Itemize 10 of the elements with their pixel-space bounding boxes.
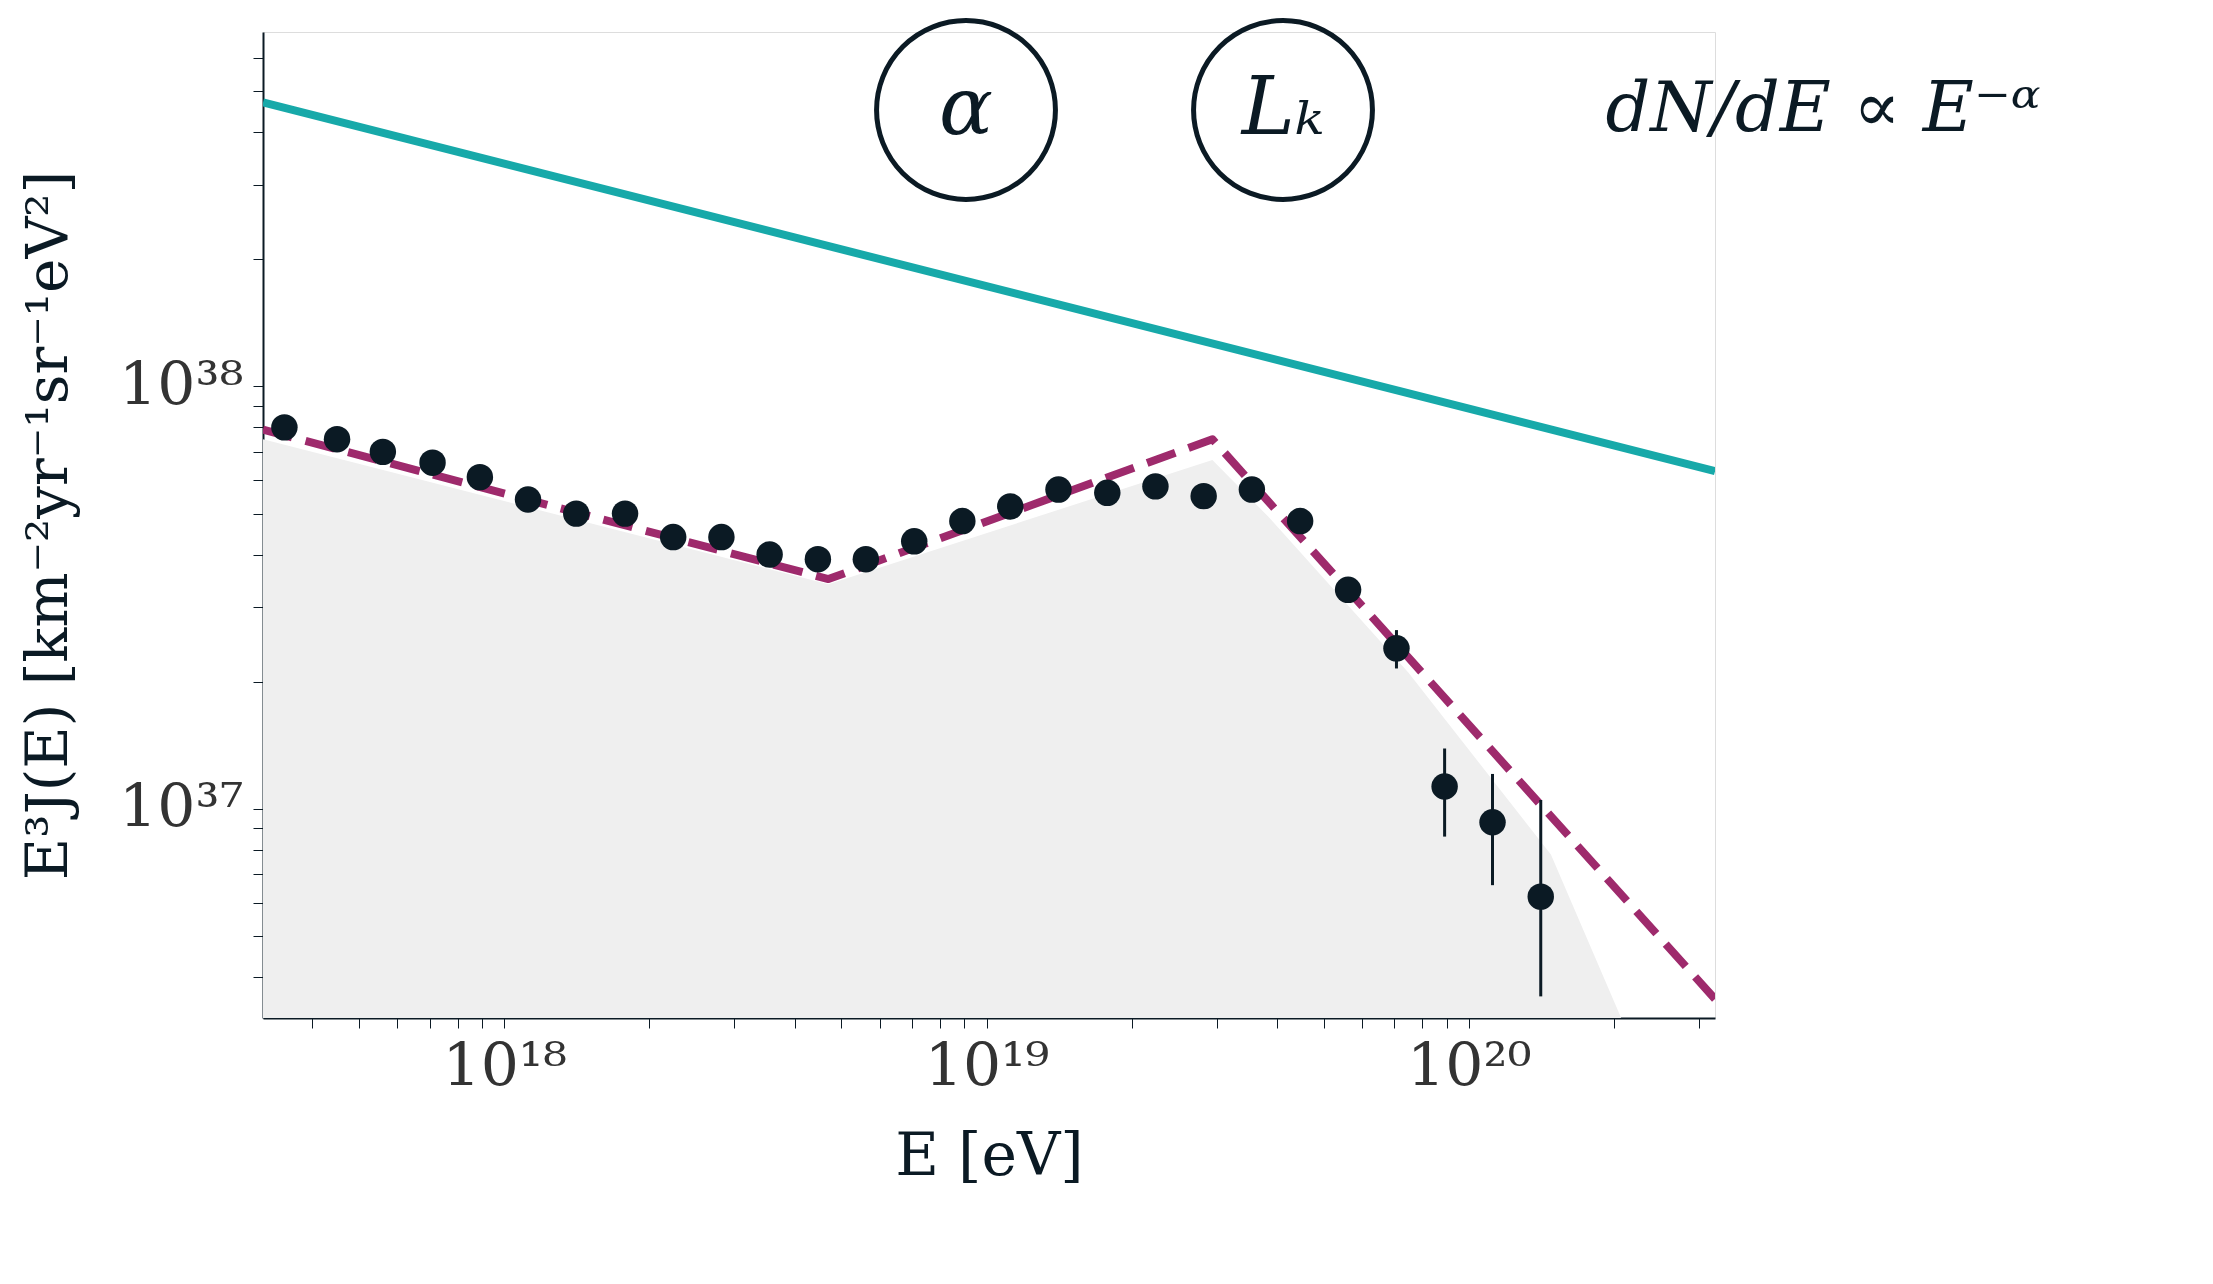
y-axis-title: E³J(E) [km⁻²yr⁻¹sr⁻¹eV²] bbox=[13, 170, 82, 881]
x-tick-label: 10¹⁹ bbox=[924, 1029, 1050, 1100]
x-axis-title: E [eV] bbox=[895, 1118, 1084, 1189]
annotation: dN/dE ∝ E⁻ᵅ bbox=[1605, 66, 2041, 148]
y-tick-label: 10³⁸ bbox=[119, 348, 244, 419]
annotation: Lₖ bbox=[1239, 60, 1325, 153]
y-tick-label: 10³⁷ bbox=[119, 771, 244, 842]
annotation: α bbox=[938, 60, 994, 153]
x-tick-label: 10²⁰ bbox=[1407, 1029, 1532, 1100]
x-tick-label: 10¹⁸ bbox=[442, 1029, 567, 1100]
